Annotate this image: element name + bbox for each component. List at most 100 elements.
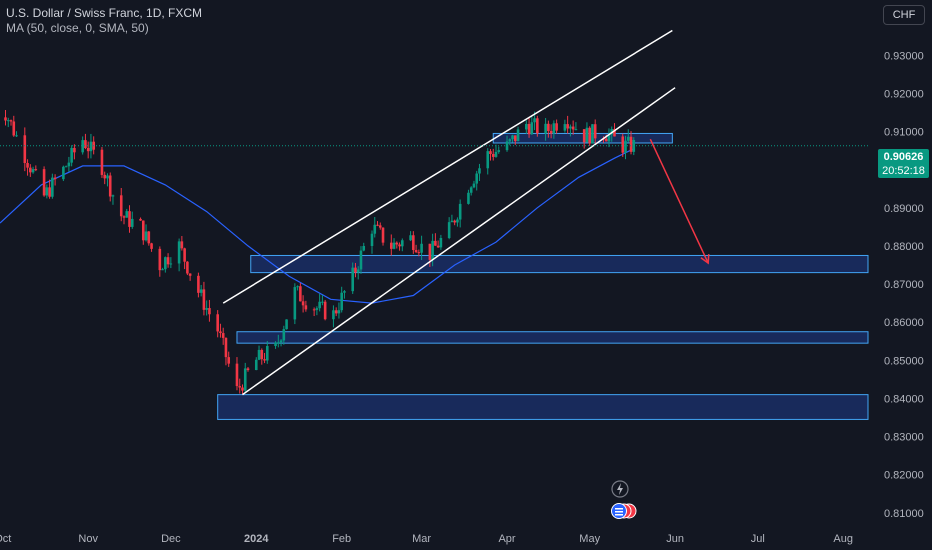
candle-body: [89, 141, 93, 152]
candle-body: [180, 241, 184, 249]
candle-body: [293, 287, 297, 320]
moving-average-layer: [0, 148, 635, 304]
candle-body: [205, 308, 208, 310]
supply-demand-zones: [217, 132, 869, 420]
time-tick-label: Oct: [0, 533, 11, 545]
candle-body: [161, 269, 164, 271]
candle-body: [489, 151, 492, 155]
candle-body: [626, 136, 630, 141]
candle-body: [274, 342, 277, 347]
candle-body: [334, 310, 338, 314]
candle-body: [108, 175, 112, 197]
price-tick-label: 0.86000: [884, 317, 924, 329]
candle-body: [428, 243, 432, 260]
time-axis: Oct Nov Dec 2024 Feb Mar Apr May Jun Jul Aug: [0, 533, 853, 545]
candle-body: [516, 129, 520, 142]
candle-body: [216, 314, 219, 332]
candle-body: [337, 310, 341, 314]
indicator-label[interactable]: MA (50, close, 0, SMA, 50): [6, 21, 149, 35]
time-tick-label: Nov: [78, 533, 98, 545]
candle-body: [392, 242, 396, 249]
candle-body: [453, 220, 456, 223]
projection-arrowhead: [700, 254, 710, 265]
candle-body: [604, 138, 608, 142]
candle-body: [398, 244, 401, 247]
candle-body: [323, 301, 327, 320]
candle-body: [478, 168, 481, 174]
candle-body: [4, 117, 7, 121]
lightning-event-icon[interactable]: [611, 480, 629, 498]
candle-body: [62, 166, 65, 180]
zone-rect[interactable]: [492, 132, 673, 144]
candle-body: [51, 177, 54, 197]
candle-body: [122, 216, 126, 218]
candle-body: [141, 220, 145, 241]
candle-body: [166, 257, 170, 265]
candle-body: [158, 248, 162, 271]
candle-body: [343, 291, 346, 293]
price-tick-label: 0.84000: [884, 393, 924, 405]
candle-body: [84, 140, 87, 149]
candle-body: [527, 123, 531, 135]
candle-body: [86, 148, 90, 152]
channel-trendline[interactable]: [242, 87, 676, 396]
candle-body: [241, 387, 244, 391]
candle-body: [434, 240, 437, 246]
zone-rect[interactable]: [250, 254, 869, 274]
candle-body: [613, 129, 616, 137]
candle-body: [119, 195, 123, 217]
time-tick-label: Feb: [332, 533, 351, 545]
ma-line[interactable]: [0, 148, 635, 304]
candle-body: [130, 218, 134, 227]
candle-body: [177, 241, 181, 264]
candle-body: [183, 248, 186, 262]
time-tick-label: Dec: [161, 533, 181, 545]
projection-arrow[interactable]: [649, 138, 709, 264]
candle-body: [566, 124, 569, 129]
price-tick-label: 0.82000: [884, 470, 924, 482]
candle-body: [219, 331, 222, 334]
candle-body: [64, 166, 68, 168]
price-tick-label: 0.88000: [884, 241, 924, 253]
candle-body: [467, 192, 470, 204]
candle-body: [257, 349, 261, 360]
economic-events-flag-icon[interactable]: [609, 502, 639, 520]
candle-body: [254, 359, 258, 371]
candle-body: [15, 135, 18, 137]
time-tick-label: Aug: [833, 533, 853, 545]
candle-body: [45, 187, 49, 196]
candle-body: [186, 261, 189, 274]
candle-body: [208, 308, 211, 315]
zone-rect[interactable]: [217, 394, 869, 420]
candle-body: [299, 286, 302, 302]
candle-body: [282, 329, 286, 341]
candle-body: [571, 126, 575, 130]
candle-body: [301, 301, 305, 306]
time-tick-label: Apr: [498, 533, 515, 545]
candle-body: [376, 224, 379, 226]
candle-body: [494, 151, 498, 157]
candle-body: [359, 250, 363, 270]
symbol-title[interactable]: U.S. Dollar / Swiss Franc, 1D, FXCM: [6, 6, 203, 20]
currency-button[interactable]: CHF: [883, 5, 925, 25]
chart-legend: U.S. Dollar / Swiss Franc, 1D, FXCM MA (…: [6, 6, 202, 36]
candle-body: [436, 245, 440, 248]
candle-body: [513, 135, 517, 142]
candle-body: [12, 121, 16, 136]
candle-body: [607, 134, 611, 142]
time-tick-label: Mar: [412, 533, 431, 545]
candle-body: [530, 122, 534, 135]
candle-body: [147, 231, 151, 244]
candle-body: [563, 124, 567, 131]
channel-trendline[interactable]: [222, 29, 673, 304]
candle-body: [362, 246, 366, 251]
candle-body: [70, 147, 73, 163]
price-tick-label: 0.87000: [884, 279, 924, 291]
candle-body: [585, 127, 589, 143]
zone-rect[interactable]: [236, 331, 869, 344]
candle-body: [549, 131, 553, 134]
candle-body: [31, 169, 35, 173]
candle-body: [447, 222, 451, 239]
candle-body: [458, 203, 462, 220]
